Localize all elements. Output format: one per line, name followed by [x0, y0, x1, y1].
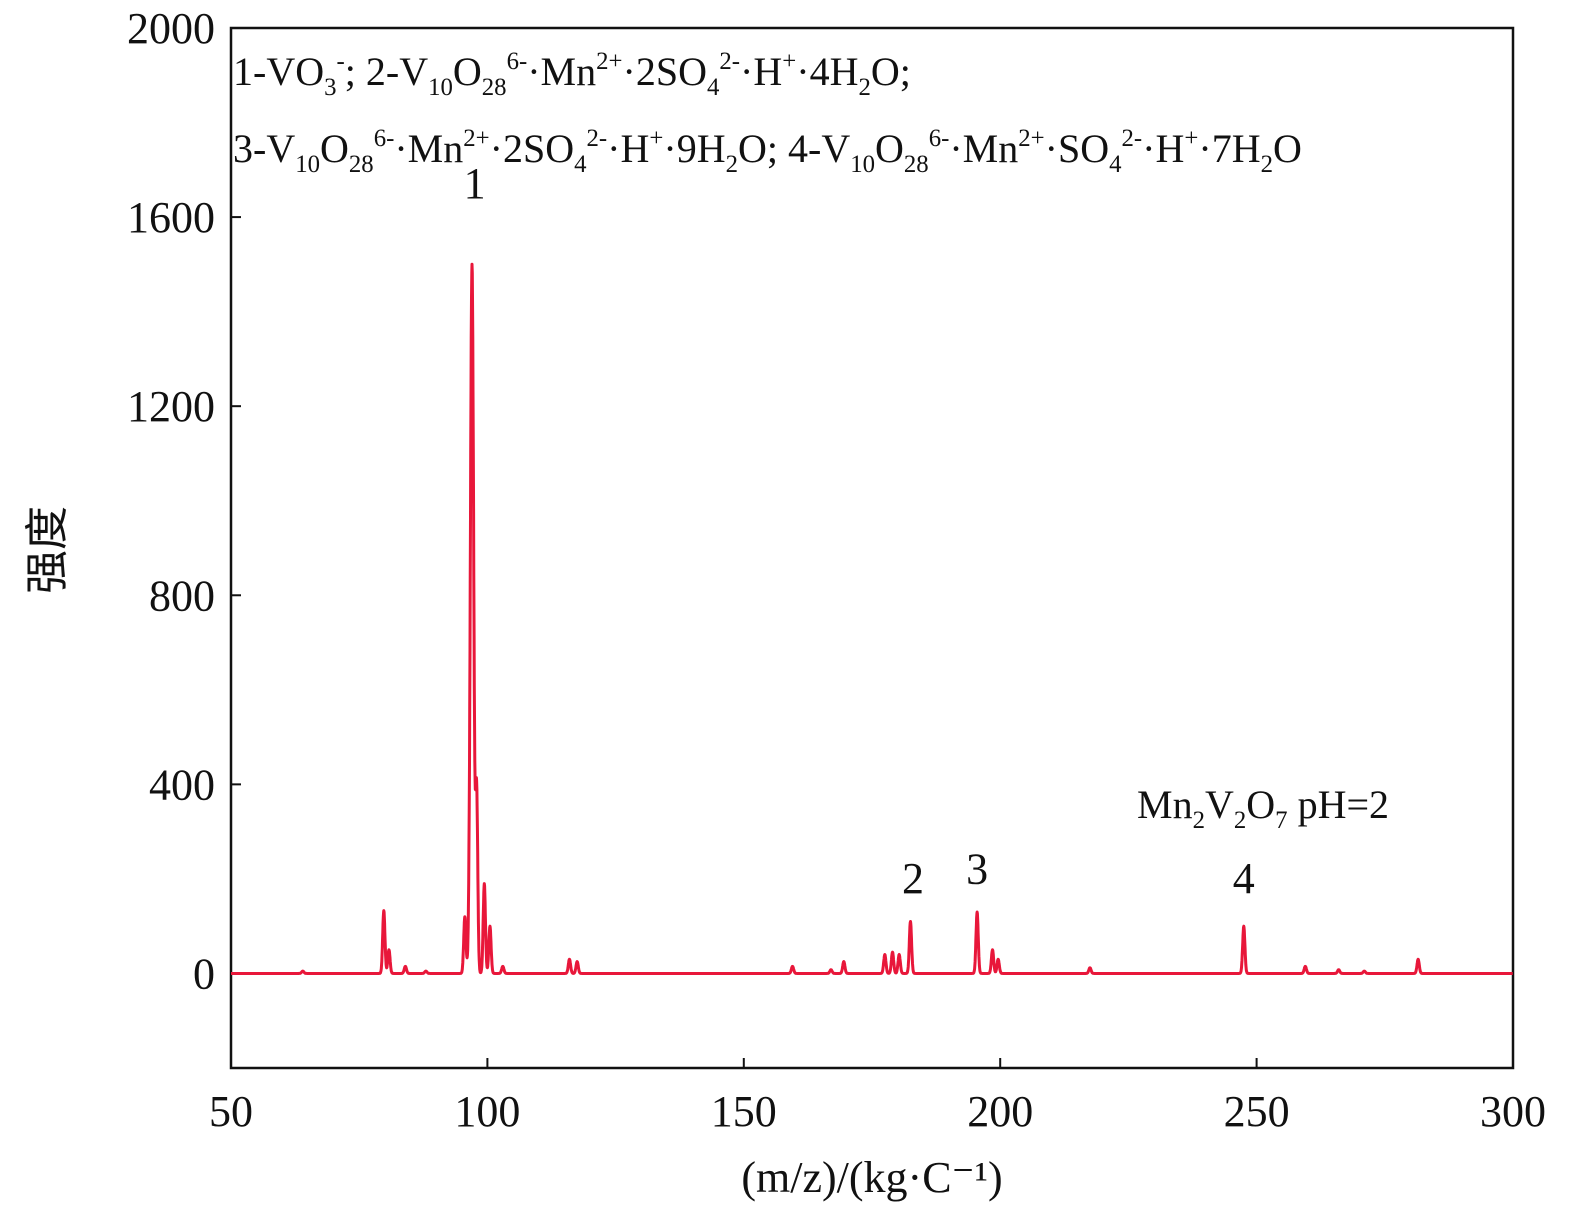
formula-segment: O; 4-V: [738, 126, 850, 171]
peak-label-2: 2: [902, 854, 924, 903]
formula-segment: ·7H: [1198, 126, 1260, 171]
formula-segment: pH=2: [1288, 782, 1389, 827]
plot-frame: [229, 26, 1515, 1070]
formula-segment: 2: [1193, 807, 1205, 834]
formula-segment: +: [782, 48, 796, 75]
formula-segment: 28: [904, 151, 929, 178]
formula-segment: 7: [1275, 807, 1287, 834]
formula-segment: 4: [707, 74, 720, 101]
formula-segment: O: [1273, 126, 1302, 171]
formula-segment: ; 2-V: [345, 49, 428, 94]
formula-segment: O;: [871, 49, 911, 94]
formula-segment: 2+: [596, 48, 622, 75]
formula-segment: ·H: [1142, 126, 1184, 171]
formula-segment: O: [320, 126, 349, 171]
y-tick-label: 1200: [127, 382, 215, 431]
legend-line-2: 3-V10O286-·Mn2+·2SO42-·H+·9H2O; 4-V10O28…: [233, 125, 1302, 178]
x-tick-label: 200: [967, 1087, 1033, 1136]
formula-segment: 4: [574, 151, 587, 178]
formula-segment: 2: [858, 74, 870, 101]
formula-segment: ·Mn: [527, 49, 596, 94]
formula-segment: 10: [295, 151, 320, 178]
legend-line-1: 1-VO3-; 2-V10O286-·Mn2+·2SO42-·H+·4H2O;: [233, 48, 911, 101]
formula-segment: -: [337, 48, 345, 75]
x-tick-label: 150: [711, 1087, 777, 1136]
formula-segment: 6-: [374, 125, 395, 152]
formula-segment: 2-: [587, 125, 608, 152]
formula-segment: 2-: [1122, 125, 1143, 152]
peak-label-3: 3: [966, 845, 988, 894]
x-tick-label: 250: [1224, 1087, 1290, 1136]
y-tick-label: 400: [149, 760, 215, 809]
formula-segment: 1-VO: [233, 49, 324, 94]
formula-segment: 2: [1234, 807, 1246, 834]
formula-segment: +: [1184, 125, 1198, 152]
formula-segment: ·4H: [796, 49, 858, 94]
formula-segment: O: [453, 49, 482, 94]
x-tick-label: 300: [1480, 1087, 1546, 1136]
formula-segment: 2-: [719, 48, 740, 75]
y-tick-label: 800: [149, 571, 215, 620]
formula-segment: 4: [1109, 151, 1122, 178]
formula-segment: ·H: [740, 49, 782, 94]
formula-segment: 10: [850, 151, 875, 178]
spectrum-line: [229, 262, 1514, 975]
formula-segment: 3: [324, 74, 336, 101]
formula-segment: 28: [349, 151, 374, 178]
formula-segment: 6-: [929, 125, 950, 152]
y-tick-label: 1600: [127, 193, 215, 242]
formula-segment: ·Mn: [394, 126, 463, 171]
formula-segment: V: [1205, 782, 1234, 827]
formula-segment: +: [649, 125, 663, 152]
y-tick-label: 2000: [127, 4, 215, 53]
formula-segment: ·Mn: [949, 126, 1018, 171]
y-axis-label: 强度: [22, 506, 73, 594]
formula-segment: 6-: [507, 48, 528, 75]
sample-annotation: Mn2V2O7 pH=2: [1137, 782, 1389, 834]
formula-segment: ·SO: [1045, 126, 1109, 171]
formula-segment: ·9H: [663, 126, 725, 171]
formula-segment: 2+: [1018, 125, 1044, 152]
formula-segment: ·2SO: [623, 49, 707, 94]
formula-segment: 2+: [463, 125, 489, 152]
formula-segment: Mn: [1137, 782, 1193, 827]
formula-segment: 10: [428, 74, 453, 101]
formula-segment: O: [875, 126, 904, 171]
x-tick-label: 50: [209, 1087, 253, 1136]
peak-label-1: 1: [464, 159, 486, 208]
formula-segment: 2: [1261, 151, 1273, 178]
formula-segment: ·H: [607, 126, 649, 171]
y-tick-label: 0: [193, 949, 215, 998]
formula-segment: 2: [726, 151, 738, 178]
formula-segment: O: [1246, 782, 1275, 827]
x-tick-label: 100: [454, 1087, 520, 1136]
x-axis-label: (m/z)/(kg·C⁻¹): [741, 1153, 1002, 1202]
peak-label-4: 4: [1233, 854, 1255, 903]
formula-segment: ·2SO: [490, 126, 574, 171]
formula-segment: 3-V: [233, 126, 295, 171]
formula-segment: 28: [482, 74, 507, 101]
